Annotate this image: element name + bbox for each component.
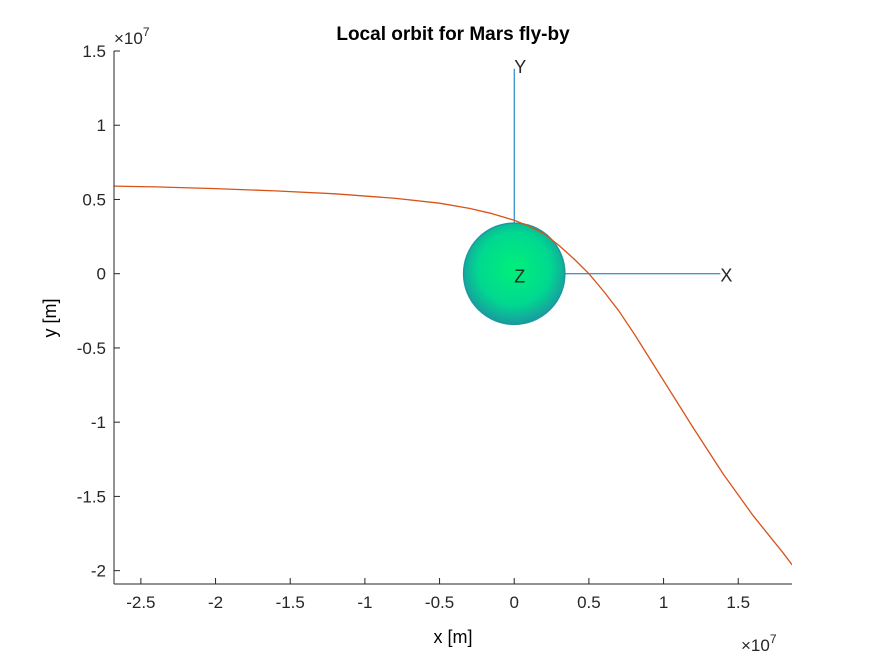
- y-exponent-base: ×10: [114, 29, 143, 48]
- y-tick-label: 0: [97, 265, 106, 284]
- y-exponent: ×107: [114, 25, 150, 48]
- x-tick-label: -2: [208, 593, 223, 612]
- x-tick-label: -0.5: [425, 593, 454, 612]
- x-exponent-base: ×10: [741, 636, 770, 655]
- x-axis-label: x [m]: [434, 627, 473, 647]
- x-tick-label: 1.5: [726, 593, 750, 612]
- y-axis-ticks: -2 -1.5 -1 -0.5 0 0.5 1 1.5: [77, 42, 120, 581]
- mars-planet: [462, 222, 566, 326]
- x-tick-label: -2.5: [126, 593, 155, 612]
- x-tick-label: 0.5: [577, 593, 601, 612]
- svg-text:×107: ×107: [741, 632, 777, 655]
- frame-axis-x-label: X: [720, 266, 732, 286]
- svg-text:×107: ×107: [114, 25, 150, 48]
- y-tick-label: -2: [91, 562, 106, 581]
- y-tick-label: 0.5: [82, 190, 106, 209]
- chart-title: Local orbit for Mars fly-by: [336, 24, 570, 45]
- frame-axis-y-label: Y: [514, 57, 526, 77]
- x-axis-ticks: -2.5 -2 -1.5 -1 -0.5 0 0.5 1 1.5: [126, 578, 750, 612]
- x-tick-label: 0: [509, 593, 518, 612]
- x-exponent: ×107: [741, 632, 777, 655]
- x-exponent-power: 7: [770, 632, 777, 646]
- y-tick-label: 1: [97, 116, 106, 135]
- y-tick-label: -1: [91, 413, 106, 432]
- plot-area: X Y Z: [114, 57, 792, 566]
- x-tick-label: -1.5: [276, 593, 305, 612]
- y-tick-label: -1.5: [77, 487, 106, 506]
- axes-frame: [113, 51, 792, 585]
- x-tick-label: -1: [357, 593, 372, 612]
- y-tick-label: -0.5: [77, 339, 106, 358]
- orbit-trajectory-line: [114, 185, 792, 566]
- y-tick-label: 1.5: [82, 42, 106, 61]
- x-tick-label: 1: [659, 593, 668, 612]
- y-exponent-power: 7: [143, 25, 150, 39]
- frame-axis-z-label: Z: [514, 267, 525, 287]
- y-axis-label: y [m]: [40, 299, 60, 338]
